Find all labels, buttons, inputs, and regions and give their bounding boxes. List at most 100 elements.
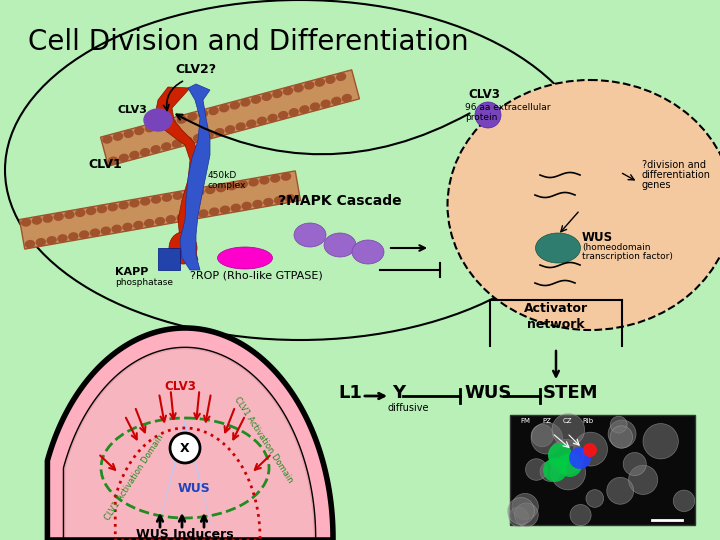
Circle shape [558, 453, 582, 477]
Circle shape [549, 440, 583, 474]
Ellipse shape [141, 198, 150, 205]
Circle shape [543, 458, 567, 482]
Ellipse shape [274, 197, 284, 204]
Text: WUS Inducers: WUS Inducers [136, 529, 234, 540]
Ellipse shape [47, 237, 56, 244]
Circle shape [673, 490, 695, 511]
Ellipse shape [69, 233, 78, 240]
Circle shape [170, 433, 200, 463]
Ellipse shape [220, 206, 230, 213]
Text: 450kD
complex: 450kD complex [208, 171, 246, 190]
Bar [510, 415, 695, 525]
Ellipse shape [252, 96, 261, 103]
Ellipse shape [210, 107, 218, 114]
Ellipse shape [352, 240, 384, 264]
Ellipse shape [119, 202, 128, 209]
Ellipse shape [54, 213, 63, 220]
Ellipse shape [294, 85, 303, 92]
Ellipse shape [169, 232, 197, 264]
Ellipse shape [120, 154, 128, 161]
Polygon shape [180, 84, 210, 270]
Circle shape [531, 423, 562, 454]
Text: CLV2?: CLV2? [175, 63, 216, 76]
Circle shape [548, 443, 572, 467]
Circle shape [624, 453, 647, 476]
Ellipse shape [144, 109, 172, 131]
Ellipse shape [448, 80, 720, 330]
Ellipse shape [257, 117, 266, 124]
Ellipse shape [310, 103, 320, 110]
Ellipse shape [282, 173, 291, 180]
Ellipse shape [210, 208, 219, 215]
Ellipse shape [43, 215, 53, 222]
Text: CLV3: CLV3 [118, 105, 148, 115]
Circle shape [610, 426, 633, 448]
Polygon shape [155, 420, 215, 540]
Ellipse shape [177, 116, 186, 123]
Ellipse shape [135, 127, 144, 134]
Circle shape [586, 490, 603, 508]
Ellipse shape [268, 114, 277, 122]
Ellipse shape [264, 199, 273, 206]
Polygon shape [64, 348, 315, 540]
Ellipse shape [279, 112, 287, 119]
Circle shape [540, 462, 560, 481]
Ellipse shape [321, 100, 330, 107]
Ellipse shape [86, 207, 96, 214]
Ellipse shape [326, 76, 335, 83]
Ellipse shape [188, 113, 197, 120]
Ellipse shape [152, 196, 161, 203]
Ellipse shape [228, 183, 236, 190]
Circle shape [508, 497, 534, 524]
Text: ?division and: ?division and [642, 160, 706, 170]
Ellipse shape [188, 212, 197, 219]
Ellipse shape [36, 239, 45, 246]
Circle shape [515, 503, 539, 527]
Circle shape [552, 414, 585, 446]
Polygon shape [155, 87, 200, 260]
Text: transcription factor): transcription factor) [582, 252, 673, 261]
Ellipse shape [109, 157, 117, 164]
Ellipse shape [172, 140, 181, 147]
Ellipse shape [238, 181, 247, 188]
Ellipse shape [285, 195, 294, 202]
Text: Y: Y [392, 384, 405, 402]
Ellipse shape [108, 204, 117, 211]
Ellipse shape [25, 240, 35, 248]
Text: CLV1 Activation Domain: CLV1 Activation Domain [232, 395, 294, 484]
Ellipse shape [174, 192, 182, 199]
Text: FM: FM [520, 418, 530, 424]
Ellipse shape [217, 247, 272, 269]
Ellipse shape [145, 125, 154, 132]
Circle shape [526, 458, 547, 480]
Ellipse shape [305, 82, 314, 89]
Circle shape [583, 443, 597, 457]
Text: STEM: STEM [543, 384, 598, 402]
Circle shape [570, 504, 591, 525]
Ellipse shape [206, 186, 215, 193]
Ellipse shape [177, 214, 186, 221]
Ellipse shape [76, 210, 85, 217]
Ellipse shape [123, 224, 132, 231]
Ellipse shape [289, 109, 298, 116]
Text: genes: genes [642, 180, 672, 190]
Text: diffusive: diffusive [387, 403, 428, 413]
Ellipse shape [80, 231, 89, 238]
Ellipse shape [130, 151, 139, 159]
Text: protein: protein [465, 113, 498, 122]
Ellipse shape [536, 233, 580, 263]
Ellipse shape [262, 93, 271, 100]
Ellipse shape [163, 194, 171, 201]
Text: WUS: WUS [178, 482, 211, 495]
Circle shape [608, 420, 636, 448]
Circle shape [551, 455, 585, 490]
Ellipse shape [253, 200, 262, 207]
Polygon shape [155, 420, 215, 540]
Ellipse shape [215, 129, 224, 136]
Ellipse shape [337, 73, 346, 80]
Ellipse shape [225, 126, 235, 133]
Text: Activator: Activator [524, 302, 588, 315]
Ellipse shape [300, 106, 309, 113]
Ellipse shape [220, 105, 229, 112]
Ellipse shape [195, 188, 204, 195]
